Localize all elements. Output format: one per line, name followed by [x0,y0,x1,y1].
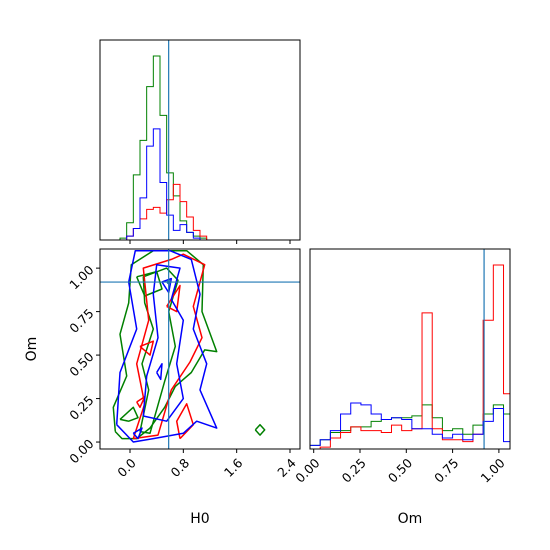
contour-H0-Om-x-tick-label: 0.8 [168,455,193,480]
hist-Om-x-tick-label: 0.50 [385,455,415,485]
hist-Om-series-0-step [310,404,510,449]
hist-Om-x-tick-label: 0.75 [431,455,461,485]
contour-H0-Om-y-tick-label: 0.50 [66,349,96,379]
contour-series-1-level-7 [139,340,155,356]
contour-H0-Om-y-tick-label: 1.00 [66,262,96,292]
x-axis-label-Om: Om [398,511,423,527]
hist-Om-frame [309,248,511,450]
contour-group [112,249,266,443]
contour-series-1-level-6 [175,403,195,440]
contour-H0-Om-y-tick-label: 0.25 [66,393,96,423]
contour-series-0-level-3 [119,406,139,422]
contour-series-1-level-5 [132,253,206,440]
hist-Om-x-tick-label: 1.00 [477,455,507,485]
contour-series-2-level-11 [142,263,185,422]
truth-point [166,279,171,285]
hist-H0-series-2-step [120,128,214,240]
hist-Om-series-2-step [310,402,510,449]
contour-H0-Om-x-tick-label: 1.6 [221,455,246,480]
contour-H0-Om-y-tick-label: 0.00 [66,436,96,466]
contour-H0-Om-y-tick-label: 0.75 [66,306,96,336]
contour-series-1-level-8 [166,284,181,313]
hist-H0-series-0-step [119,55,214,240]
hist-Om-x-tick-label: 0.00 [292,455,322,485]
y-axis-label-Om: Om [24,337,40,362]
contour-series-2-level-12 [161,277,173,294]
contour-series-0-level-1 [139,267,179,435]
contour-series-2-level-10 [115,249,218,443]
contour-frame [99,248,301,450]
x-axis-label-H0: H0 [190,511,209,527]
hist-H0-frame [99,39,301,241]
contour-H0-Om-x-tick-label: 0.0 [114,455,139,480]
hist-Om-series-group [310,264,510,449]
hist-Om-x-tick-label: 0.25 [339,455,369,485]
contour-series-1-level-9 [136,396,146,409]
contour-series-0-level-2 [136,270,163,297]
contour-series-2-level-13 [156,363,163,381]
contour-series-2-level-14 [132,427,143,440]
hist-Om-series-1-step [310,264,510,449]
contour-series-0-level-4 [254,423,266,436]
hist-H0-series-group [119,55,214,240]
contour-series-0-level-0 [112,249,218,440]
